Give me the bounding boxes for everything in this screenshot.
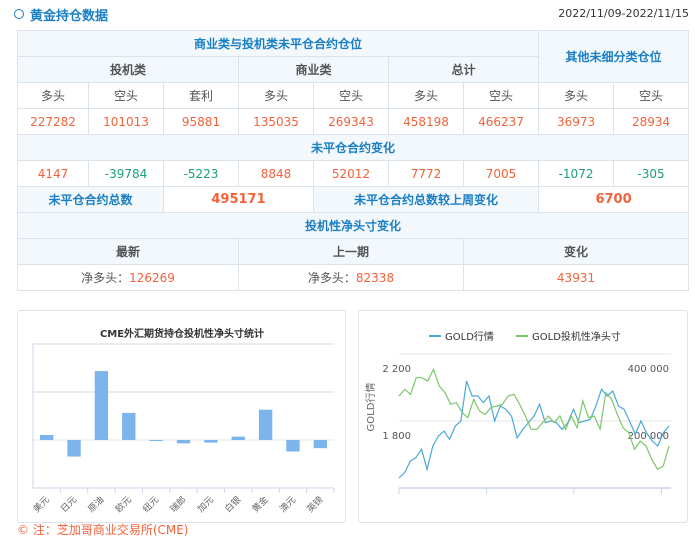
change-value: 4147 <box>17 160 89 187</box>
date-range: 2022/11/09-2022/11/15 <box>558 7 689 20</box>
change-value: -305 <box>613 160 690 187</box>
bar-英镑 <box>313 440 327 449</box>
section-title: 黄金持仓数据 <box>30 8 109 24</box>
x-tick-label: 白银 <box>222 494 243 515</box>
column-header: 多头 <box>17 82 89 109</box>
x-tick-label: 欧元 <box>113 494 134 515</box>
total-change-label: 未平仓合约总数较上周变化 <box>312 186 540 213</box>
bar-欧元 <box>122 412 136 440</box>
position-value: 101013 <box>88 108 164 135</box>
position-value: 269343 <box>313 108 389 135</box>
total-change-value: 6700 <box>538 186 690 213</box>
total-header: 总计 <box>387 56 540 83</box>
bar-日元 <box>67 440 81 457</box>
gold-price-line <box>398 380 670 479</box>
left-tick: 1 800 <box>382 431 411 442</box>
column-header: 空头 <box>313 82 389 109</box>
change-value: 8848 <box>238 160 314 187</box>
bar-黄金 <box>258 409 273 440</box>
bar-原油 <box>94 371 109 440</box>
section-header: 黄金持仓数据 <box>14 4 108 24</box>
net-prev: 净多头：82338 <box>238 264 464 291</box>
change-value: 7005 <box>462 160 540 187</box>
column-header: 空头 <box>462 82 540 109</box>
net-change: 43931 <box>462 264 690 291</box>
bar-chart-panel: CME外汇期货持仓投机性净头寸统计美元 日元 原油 欧元 纽元 瑞郎 加元 白银 黄金 澳元 英镑 <box>17 310 346 523</box>
comm-header: 商业类 <box>238 56 389 83</box>
left-axis-label: GOLD行情 <box>364 383 377 432</box>
change-value: -39784 <box>88 160 164 187</box>
net-prefix: 净多头： <box>81 271 130 285</box>
change-value: 52012 <box>313 160 389 187</box>
positions-table: 商业类与投机类未平仓合约仓位 其他未细分类仓位 投机类 商业类 总计 多头 空头套… <box>16 30 690 291</box>
group-main-header: 商业类与投机类未平仓合约仓位 <box>16 30 540 57</box>
net-col-change: 变化 <box>462 238 690 265</box>
net-position-line <box>398 367 670 471</box>
right-tick: 400 000 <box>628 364 669 375</box>
change-value: -5223 <box>163 160 239 187</box>
chart-title: CME外汇期货持仓投机性净头寸统计 <box>100 327 264 340</box>
total-value: 495171 <box>163 186 314 213</box>
left-tick: 2 200 <box>382 364 411 375</box>
x-tick-label: 英镑 <box>304 494 325 515</box>
x-tick-label: 澳元 <box>277 494 298 515</box>
footer-note: © 注：芝加哥商业交易所(CME) <box>17 523 189 537</box>
position-value: 466237 <box>462 108 540 135</box>
x-tick-label: 纽元 <box>140 494 161 515</box>
column-header: 多头 <box>238 82 314 109</box>
legend-gold: GOLD行情 <box>445 330 494 343</box>
position-value: 36973 <box>538 108 615 135</box>
bar-白银 <box>231 436 245 440</box>
column-header: 空头 <box>88 82 164 109</box>
line-chart-panel: GOLD行情 GOLD投机性净头寸 2 200 1 800 400 000 200 000… <box>358 310 688 523</box>
bar-瑞郎 <box>176 440 191 444</box>
total-label: 未平仓合约总数 <box>17 186 164 213</box>
net-latest-value: 126269 <box>129 271 175 285</box>
x-tick-label: 日元 <box>59 494 80 515</box>
change-title: 未平仓合约变化 <box>16 134 690 161</box>
position-value: 95881 <box>163 108 239 135</box>
position-value: 227282 <box>17 108 89 135</box>
position-value: 28934 <box>613 108 690 135</box>
legend-net: GOLD投机性净头寸 <box>532 330 621 343</box>
column-header: 多头 <box>388 82 464 109</box>
x-tick-label: 原油 <box>85 494 106 515</box>
change-value: -1072 <box>538 160 615 187</box>
net-col-latest: 最新 <box>17 238 239 265</box>
column-header: 多头 <box>538 82 615 109</box>
x-tick-label: 美元 <box>31 494 52 515</box>
net-title: 投机性净头寸变化 <box>16 212 690 239</box>
bar-美元 <box>40 434 54 440</box>
circle-icon <box>14 9 24 19</box>
bar-加元 <box>204 440 218 443</box>
x-tick-label: 黄金 <box>249 494 270 515</box>
net-prefix: 净多头： <box>307 271 356 285</box>
line-chart: GOLD行情 GOLD投机性净头寸 2 200 1 800 400 000 200 000… <box>364 330 671 494</box>
position-value: 458198 <box>388 108 464 135</box>
net-prev-value: 82338 <box>355 271 395 285</box>
bar-澳元 <box>286 440 300 452</box>
right-tick: 200 000 <box>628 431 669 442</box>
bar-纽元 <box>149 440 163 441</box>
net-latest: 净多头：126269 <box>17 264 239 291</box>
group-other-header: 其他未细分类仓位 <box>538 30 690 83</box>
column-header: 空头 <box>613 82 690 109</box>
x-tick-label: 瑞郎 <box>167 494 188 515</box>
position-value: 135035 <box>238 108 314 135</box>
spec-header: 投机类 <box>17 56 239 83</box>
net-col-prev: 上一期 <box>238 238 464 265</box>
column-header: 套利 <box>163 82 239 109</box>
x-tick-label: 加元 <box>195 494 216 515</box>
change-value: 7772 <box>388 160 464 187</box>
